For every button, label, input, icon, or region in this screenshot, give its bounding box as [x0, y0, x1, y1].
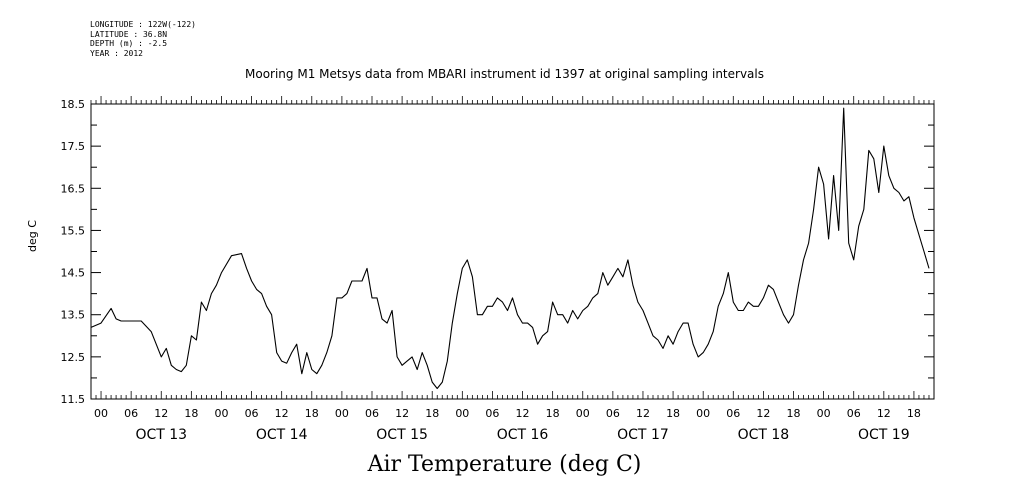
x-hour-label: 06: [365, 407, 379, 420]
x-day-label: OCT 18: [738, 427, 790, 443]
plot-frame: [90, 103, 935, 400]
x-hour-label: 06: [726, 407, 740, 420]
latitude-text: LATITUDE : 36.8N: [90, 29, 168, 39]
x-hour-label: 12: [395, 407, 409, 420]
x-hour-label: 18: [787, 407, 801, 420]
x-hour-label: 00: [94, 407, 108, 420]
y-tick-label: 18.5: [61, 98, 86, 111]
x-hour-label: 00: [335, 407, 349, 420]
x-hour-label: 00: [455, 407, 469, 420]
x-hour-label: 06: [485, 407, 499, 420]
x-day-label: OCT 19: [858, 427, 910, 443]
x-hour-label: 18: [907, 407, 921, 420]
x-hour-label: 18: [184, 407, 198, 420]
x-hour-label: 12: [636, 407, 650, 420]
y-tick-label: 17.5: [61, 140, 86, 153]
year-text: YEAR : 2012: [90, 48, 143, 58]
x-hour-label: 12: [877, 407, 891, 420]
x-day-label: OCT 13: [135, 427, 187, 443]
x-hour-label: 18: [305, 407, 319, 420]
x-hour-label: 18: [666, 407, 680, 420]
y-tick-label: 11.5: [61, 393, 86, 406]
location-metadata: LONGITUDE : 122W(-122) LATITUDE : 36.8N …: [90, 20, 196, 58]
depth-text: DEPTH (m) : -2.5: [90, 39, 168, 48]
x-hour-label: 06: [606, 407, 620, 420]
y-tick-label: 15.5: [61, 224, 86, 237]
y-tick-label: 12.5: [61, 351, 86, 364]
y-tick-label: 14.5: [61, 267, 86, 280]
chart-title: Mooring M1 Metsys data from MBARI instru…: [245, 67, 764, 81]
x-hour-label: 12: [154, 407, 168, 420]
x-hour-label: 06: [847, 407, 861, 420]
y-tick-label: 16.5: [61, 182, 86, 195]
x-hour-label: 06: [124, 407, 138, 420]
x-day-label: OCT 16: [497, 427, 549, 443]
x-hour-label: 00: [696, 407, 710, 420]
y-tick-label: 13.5: [61, 309, 86, 322]
x-hour-label: 00: [817, 407, 831, 420]
x-hour-label: 00: [214, 407, 228, 420]
air-temperature-line: [90, 107, 930, 390]
x-hour-label: 12: [516, 407, 530, 420]
longitude-text: LONGITUDE : 122W(-122): [90, 20, 196, 29]
x-day-label: OCT 17: [617, 427, 669, 443]
x-hour-label: 18: [546, 407, 560, 420]
x-hour-label: 12: [756, 407, 770, 420]
x-day-label: OCT 14: [256, 427, 308, 443]
x-hour-label: 00: [576, 407, 590, 420]
x-hour-label: 18: [425, 407, 439, 420]
footer-label: Air Temperature (deg C): [367, 452, 642, 477]
x-day-label: OCT 15: [376, 427, 428, 443]
x-hour-label: 12: [275, 407, 289, 420]
x-hour-label: 06: [245, 407, 259, 420]
